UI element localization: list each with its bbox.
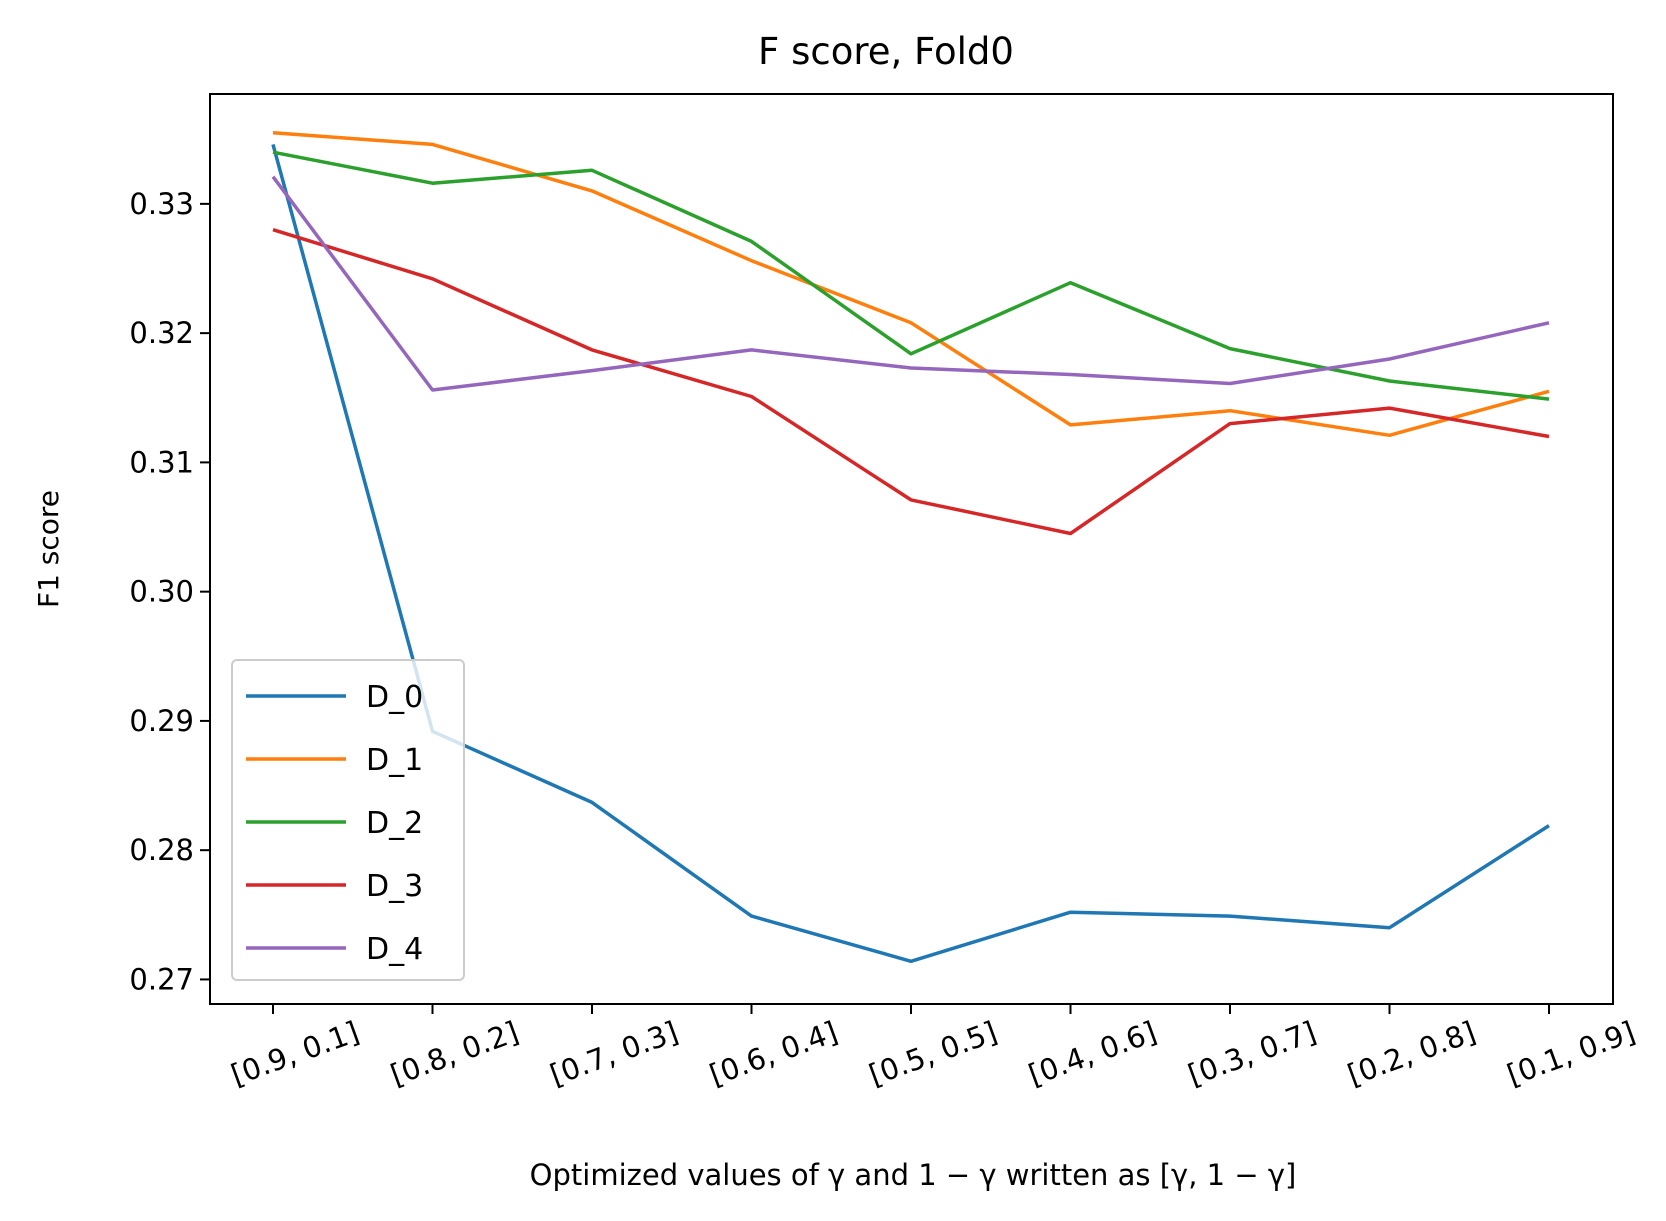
- series-line-d-0: [271, 143, 1550, 964]
- chart-title: F score, Fold0: [758, 30, 1014, 73]
- plot-area: [271, 131, 1550, 964]
- y-axis-label: F1 score: [32, 490, 65, 608]
- legend-label: D_4: [366, 932, 423, 967]
- legend-box: [231, 659, 465, 981]
- x-tick-label: [0.7, 0.3]: [545, 1015, 682, 1093]
- y-tick-label: 0.29: [129, 704, 194, 738]
- series-line-d-4: [271, 175, 1550, 392]
- x-tick-label: [0.8, 0.2]: [386, 1015, 523, 1093]
- y-tick-label: 0.27: [129, 962, 194, 996]
- x-tick-label: [0.3, 0.7]: [1183, 1015, 1320, 1093]
- x-tick-label: [0.6, 0.4]: [705, 1015, 842, 1093]
- x-axis: [0.9, 0.1] [0.8, 0.2] [0.7, 0.3] [0.6, 0.4]…: [226, 1004, 1639, 1092]
- y-tick-label: 0.28: [129, 833, 194, 867]
- legend-label: D_1: [366, 743, 423, 778]
- x-tick-label: [0.9, 0.1]: [226, 1015, 363, 1093]
- x-tick-label: [0.4, 0.6]: [1024, 1015, 1161, 1093]
- series-line-d-2: [272, 150, 1550, 401]
- x-tick-label: [0.2, 0.8]: [1343, 1015, 1480, 1093]
- y-tick-label: 0.31: [129, 445, 194, 479]
- legend: D_0 D_1 D_2 D_3 D_4: [231, 659, 465, 981]
- legend-label: D_2: [366, 806, 423, 841]
- x-tick-label: [0.1, 0.9]: [1502, 1015, 1639, 1093]
- y-tick-label: 0.30: [129, 575, 194, 609]
- legend-label: D_3: [366, 869, 423, 904]
- y-tick-label: 0.32: [129, 316, 194, 350]
- legend-label: D_0: [366, 680, 423, 715]
- series-line-d-1: [272, 131, 1550, 438]
- y-axis: 0.27 0.28 0.29 0.30 0.31 0.32 0.33: [129, 187, 210, 996]
- series-line-d-3: [272, 228, 1550, 536]
- x-axis-label: Optimized values of γ and 1 − γ written …: [530, 1158, 1297, 1192]
- y-tick-label: 0.33: [129, 187, 194, 221]
- x-tick-label: [0.5, 0.5]: [864, 1015, 1001, 1093]
